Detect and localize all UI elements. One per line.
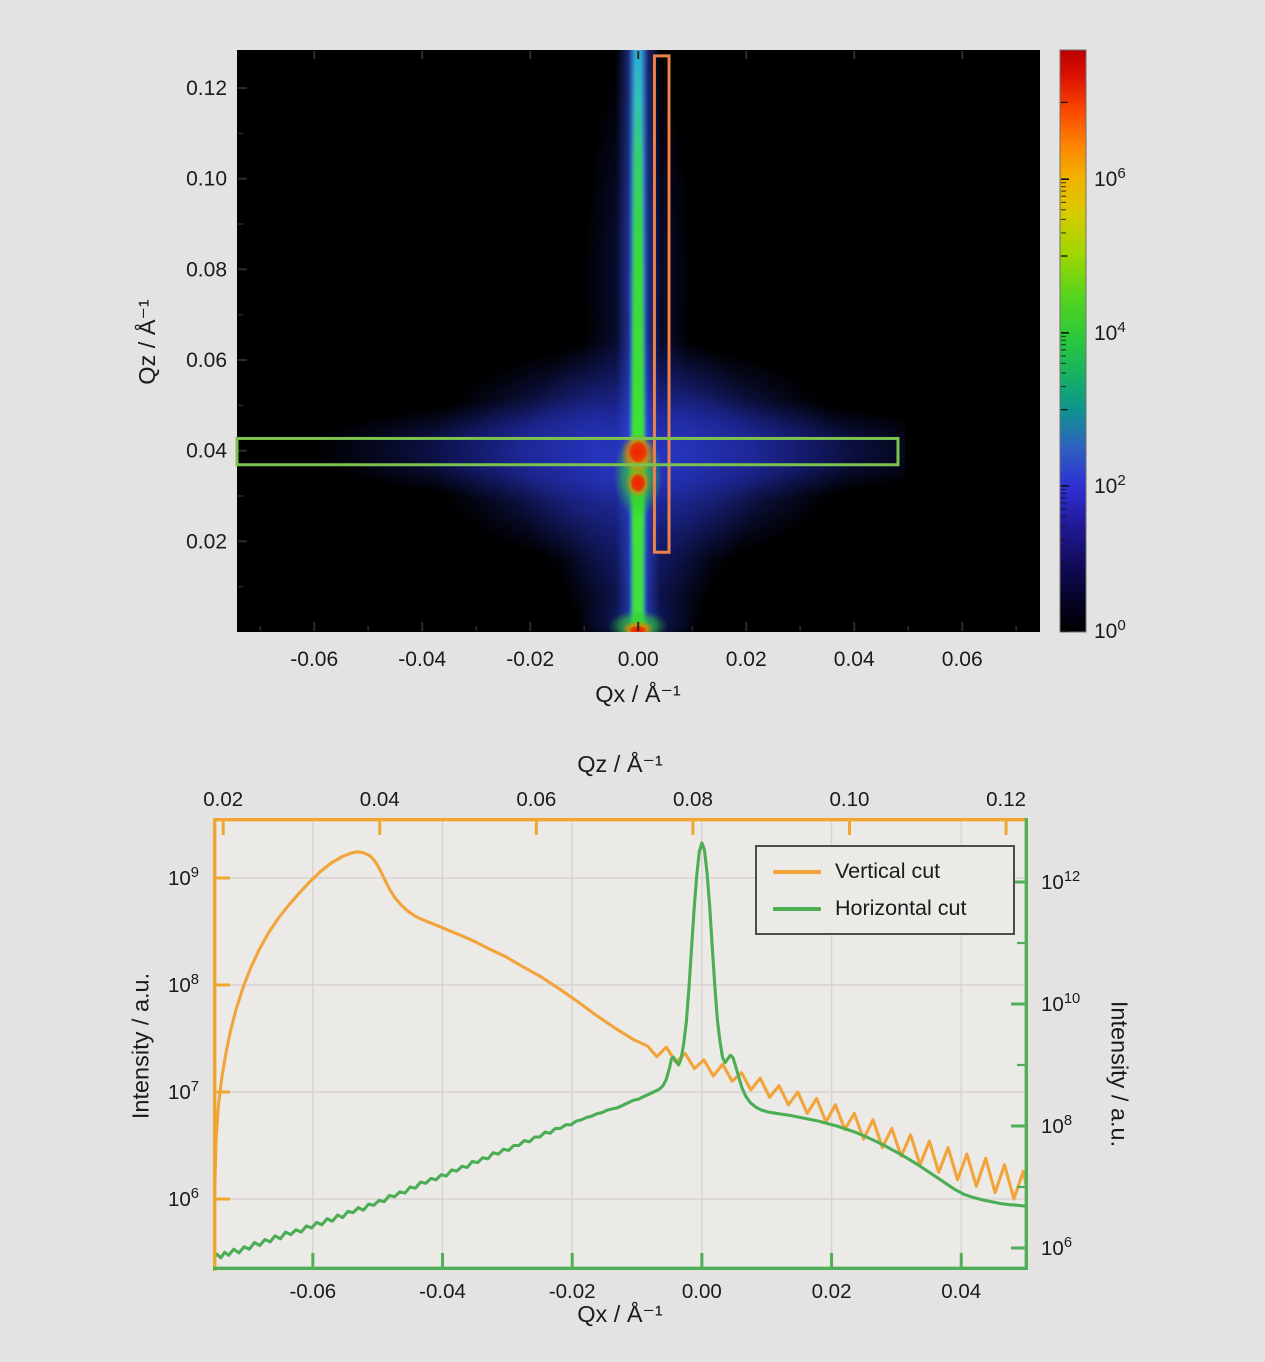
tick-label: 0.12 — [186, 77, 227, 100]
tick-label: 0.04 — [834, 648, 875, 671]
heatmap-y-axis-title: Qz / Å⁻¹ — [134, 299, 160, 385]
legend: Vertical cut Horizontal cut — [755, 845, 1015, 935]
heatmap-x-axis-title: Qx / Å⁻¹ — [595, 681, 681, 707]
tick-label: -0.06 — [289, 1280, 336, 1303]
tick-label: 0.00 — [682, 1280, 722, 1303]
specular-peak — [613, 432, 663, 518]
tick-label: 0.00 — [618, 648, 659, 671]
tick-label: 0.02 — [203, 788, 243, 811]
tick-label: 0.04 — [941, 1280, 981, 1303]
legend-item-vertical-cut: Vertical cut — [757, 859, 1013, 884]
tick-label: 0.04 — [186, 440, 227, 463]
tick-label: -0.02 — [506, 648, 554, 671]
gisaxs-heatmap-image — [237, 50, 1040, 632]
tick-label: 0.02 — [812, 1280, 852, 1303]
tick-label: 106 — [1041, 1235, 1072, 1260]
tick-label: 108 — [1041, 1113, 1072, 1138]
detector-dark-region — [905, 50, 1040, 632]
tick-label: 107 — [168, 1079, 199, 1104]
tick-label: 0.02 — [186, 530, 227, 553]
tick-label: 0.12 — [986, 788, 1026, 811]
vertical-cut-line-sample — [773, 869, 821, 874]
colorbar-gradient — [1059, 49, 1087, 633]
tick-label: 0.08 — [186, 258, 227, 281]
tick-label: 0.08 — [673, 788, 713, 811]
tick-label: 0.02 — [726, 648, 767, 671]
tick-label: -0.04 — [419, 1280, 466, 1303]
tick-label: 0.06 — [942, 648, 983, 671]
tick-label: 108 — [168, 972, 199, 997]
cutplot-left-axis-title: Intensity / a.u. — [127, 972, 154, 1120]
cutplot-top-axis-title: Qz / Å⁻¹ — [577, 751, 663, 777]
specular-rod — [616, 50, 660, 632]
tick-label: 0.06 — [516, 788, 556, 811]
colorbar: 106 104 102 100 — [1059, 49, 1126, 643]
tick-label: -0.04 — [398, 648, 446, 671]
tick-label: 0.10 — [830, 788, 870, 811]
tick-label: -0.06 — [290, 648, 338, 671]
tick-label: 1012 — [1041, 869, 1080, 894]
tick-label: 1010 — [1041, 991, 1080, 1016]
legend-item-horizontal-cut: Horizontal cut — [757, 896, 1013, 921]
legend-label: Horizontal cut — [835, 896, 967, 920]
tick-label: 106 — [168, 1186, 199, 1211]
cutplot-bottom-axis-title: Qx / Å⁻¹ — [577, 1301, 663, 1327]
tick-label: 0.04 — [360, 788, 400, 811]
tick-label: 0.06 — [186, 349, 227, 372]
tick-label: 100 — [1094, 617, 1126, 643]
tick-label: 0.10 — [186, 168, 227, 191]
cutplot-right-axis-title: Intensity / a.u. — [1106, 1000, 1133, 1148]
tick-label: 102 — [1094, 472, 1126, 498]
legend-label: Vertical cut — [835, 859, 941, 883]
tick-label: 104 — [1094, 319, 1126, 345]
horizontal-cut-line-sample — [773, 906, 821, 911]
tick-label: 109 — [168, 865, 199, 890]
tick-label: 106 — [1094, 165, 1126, 191]
